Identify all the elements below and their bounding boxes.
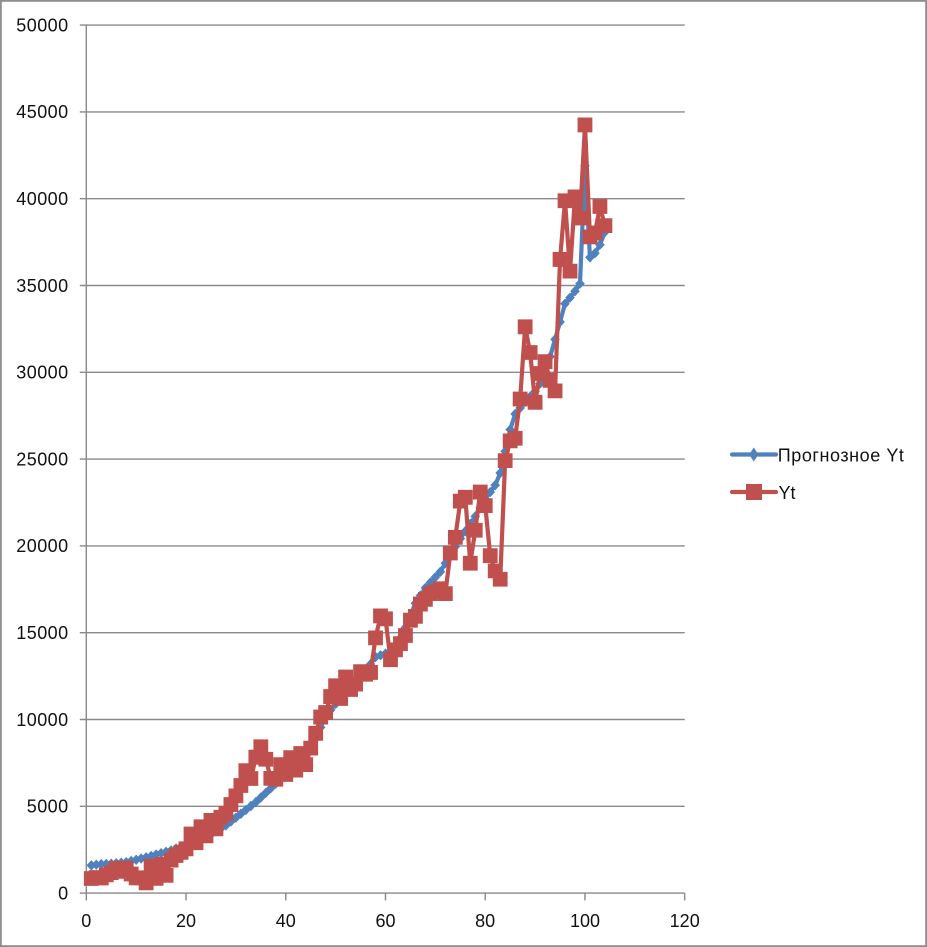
- svg-text:0: 0: [81, 911, 91, 931]
- svg-text:5000: 5000: [27, 797, 69, 817]
- svg-text:45000: 45000: [16, 102, 68, 122]
- svg-text:Yt: Yt: [779, 483, 796, 503]
- svg-text:20000: 20000: [16, 536, 68, 556]
- svg-text:20: 20: [176, 911, 196, 931]
- svg-text:80: 80: [475, 911, 495, 931]
- svg-text:100: 100: [570, 911, 600, 931]
- svg-text:40000: 40000: [16, 189, 68, 209]
- svg-text:Прогнозное Yt: Прогнозное Yt: [778, 445, 905, 465]
- svg-text:40: 40: [276, 911, 296, 931]
- svg-text:25000: 25000: [16, 449, 68, 469]
- svg-text:10000: 10000: [16, 710, 68, 730]
- svg-text:15000: 15000: [16, 623, 68, 643]
- svg-text:60: 60: [375, 911, 395, 931]
- svg-text:35000: 35000: [16, 276, 68, 296]
- svg-text:50000: 50000: [16, 15, 68, 35]
- svg-text:30000: 30000: [16, 363, 68, 383]
- svg-text:120: 120: [670, 911, 700, 931]
- svg-text:0: 0: [58, 883, 68, 903]
